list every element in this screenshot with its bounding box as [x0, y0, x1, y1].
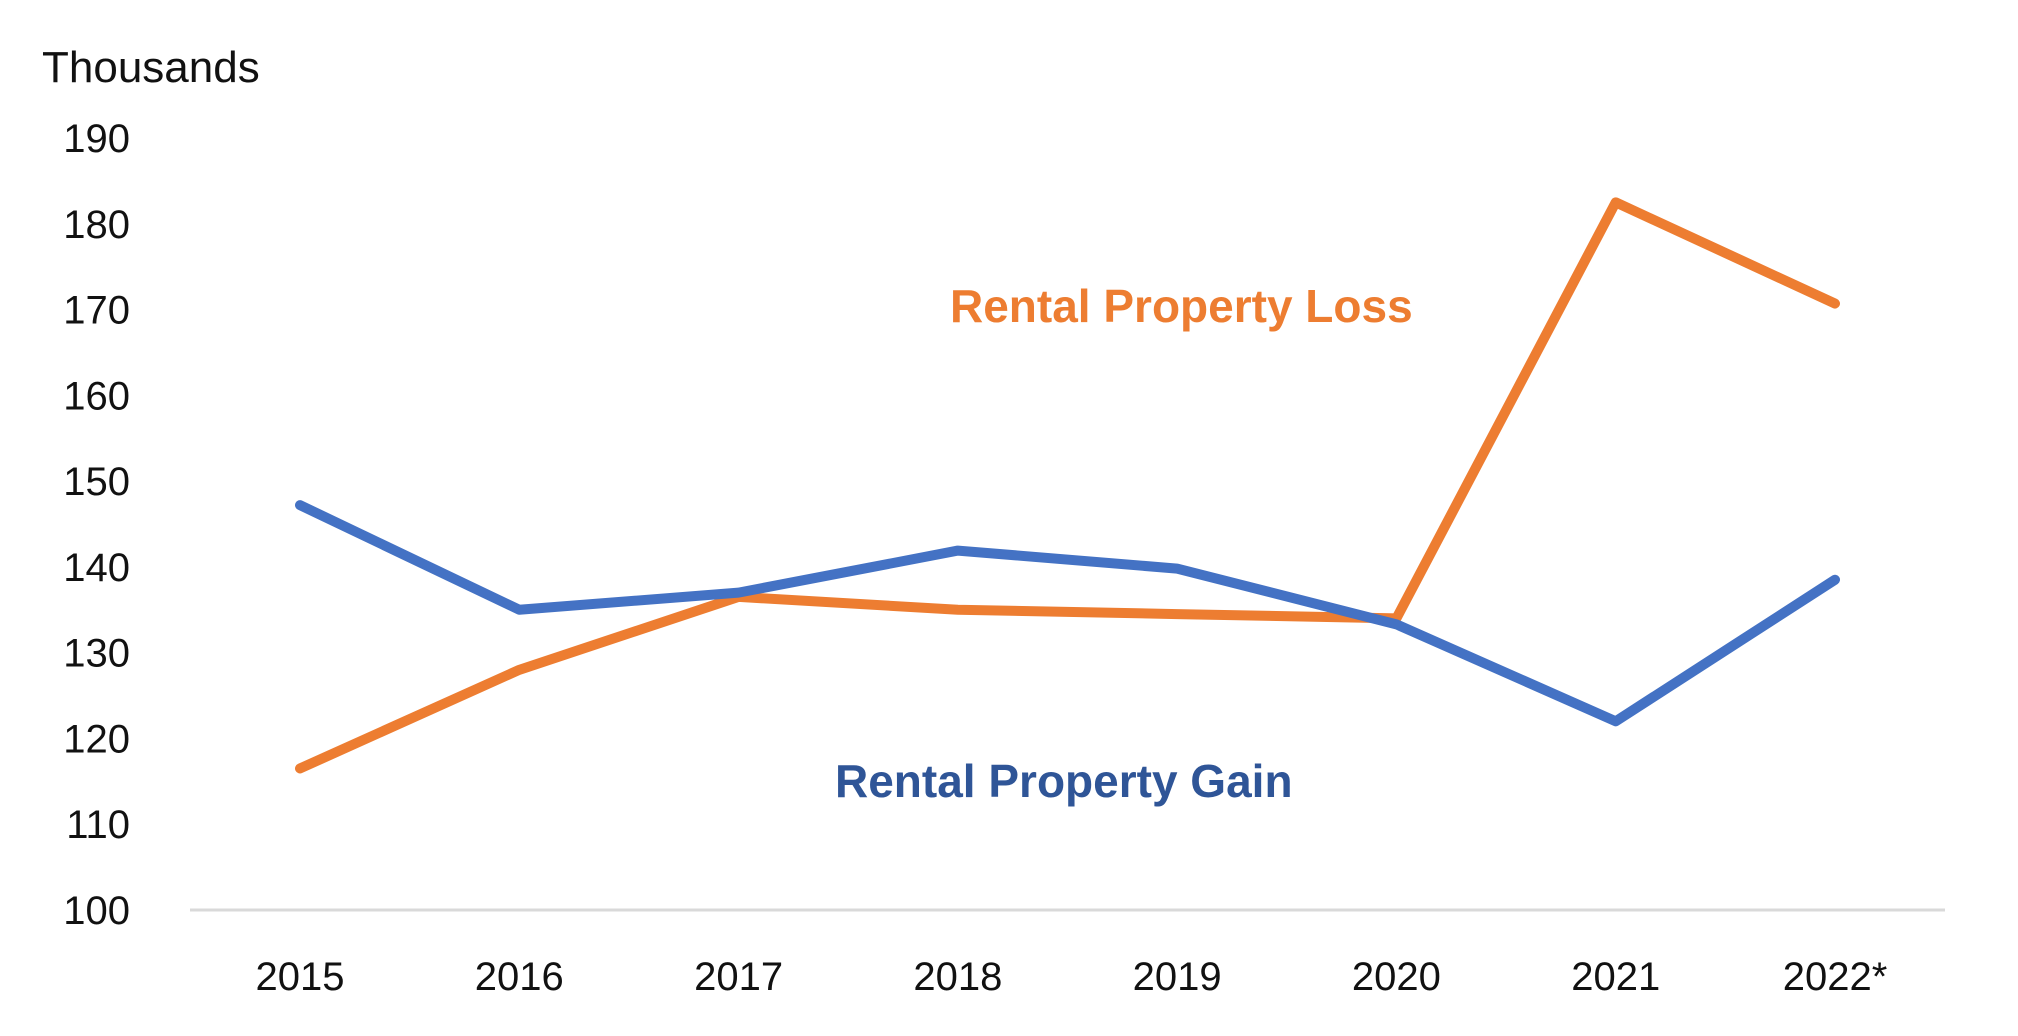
y-axis-ticks: 100 110 120 130 140 150 160 170 180 190	[63, 117, 130, 933]
x-tick-label: 2015	[256, 955, 345, 999]
y-tick-label: 170	[63, 289, 130, 333]
x-tick-label: 2016	[475, 955, 564, 999]
series-line-rental-property-gain	[295, 500, 1840, 727]
series-line-rental-property-loss	[295, 197, 1840, 774]
y-tick-label: 180	[63, 203, 130, 247]
x-tick-label: 2021	[1571, 955, 1660, 999]
x-tick-label: 2022*	[1783, 955, 1888, 999]
x-tick-label: 2017	[694, 955, 783, 999]
y-tick-label: 130	[63, 632, 130, 676]
series-label-rental-property-loss: Rental Property Loss	[950, 280, 1413, 332]
y-axis-unit-label: Thousands	[42, 43, 260, 92]
y-tick-label: 100	[63, 889, 130, 933]
series-lines	[295, 197, 1840, 774]
y-tick-label: 160	[63, 374, 130, 418]
y-tick-label: 190	[63, 117, 130, 161]
y-tick-label: 110	[66, 803, 130, 847]
x-tick-label: 2020	[1352, 955, 1441, 999]
y-tick-label: 120	[63, 717, 130, 761]
x-tick-label: 2019	[1133, 955, 1222, 999]
y-tick-label: 140	[63, 546, 130, 590]
series-label-rental-property-gain: Rental Property Gain	[835, 755, 1293, 807]
x-tick-label: 2018	[913, 955, 1002, 999]
x-axis-ticks: 2015 2016 2017 2018 2019 2020 2021 2022*	[256, 955, 1888, 999]
y-tick-label: 150	[63, 460, 130, 504]
